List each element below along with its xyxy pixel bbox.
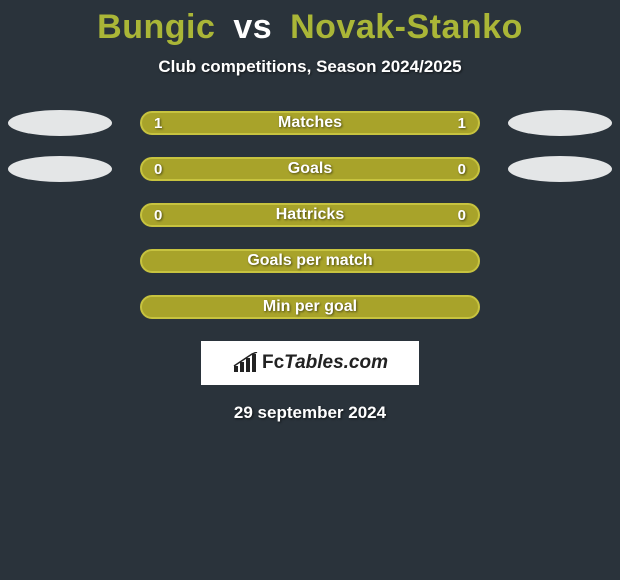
stat-rows-label-only: Goals per match Min per goal [0,249,620,319]
stat-row: 0Goals0 [0,157,620,181]
bars-icon [232,352,258,374]
stat-value-right: 1 [448,115,466,132]
stat-bar: 1Matches1 [140,111,480,135]
stat-label: Min per goal [263,298,357,316]
stat-row: 0Hattricks0 [0,203,620,227]
logo-prefix: Fc [262,352,284,373]
subtitle: Club competitions, Season 2024/2025 [0,57,620,77]
stat-label: Hattricks [172,206,448,224]
player-left-name: Bungic [97,8,215,46]
player-right-name: Novak-Stanko [290,8,523,46]
logo-text: FcTables.com [262,352,388,374]
stat-bar: 0Goals0 [140,157,480,181]
stat-pill: Min per goal [140,295,480,319]
logo-box: FcTables.com [201,341,419,385]
stat-bar: 0Hattricks0 [140,203,480,227]
stat-label: Goals [172,160,448,178]
stat-value-left: 0 [154,207,172,224]
logo-suffix: Tables.com [284,352,388,373]
player-left-ellipse-icon [8,110,112,136]
player-left-ellipse-icon [8,156,112,182]
stat-value-left: 0 [154,161,172,178]
stat-label: Goals per match [247,252,372,270]
vs-separator: vs [233,8,272,46]
player-right-ellipse-icon [508,110,612,136]
stat-value-right: 0 [448,207,466,224]
stat-rows-bar-only: 0Hattricks0 [0,203,620,227]
date-line: 29 september 2024 [0,403,620,423]
player-right-ellipse-icon [508,156,612,182]
stat-row: 1Matches1 [0,111,620,135]
page-title: Bungic vs Novak-Stanko [0,8,620,47]
stat-label: Matches [172,114,448,132]
stat-value-left: 1 [154,115,172,132]
stat-pill: Goals per match [140,249,480,273]
stat-value-right: 0 [448,161,466,178]
comparison-card: Bungic vs Novak-Stanko Club competitions… [0,0,620,423]
stat-rows-with-icons: 1Matches1 0Goals0 [0,111,620,181]
